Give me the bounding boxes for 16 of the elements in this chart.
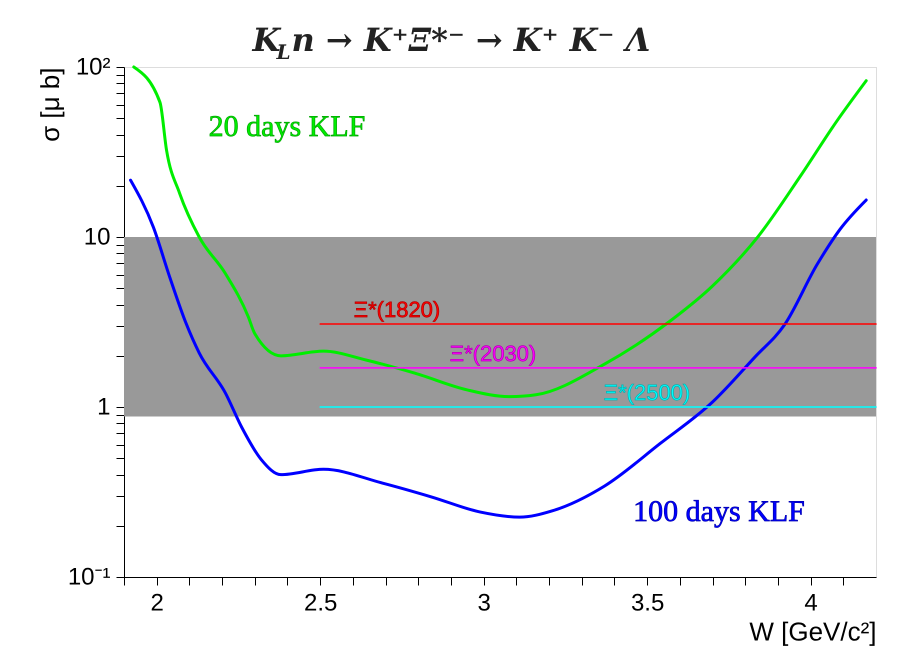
y-tick-label: 10² — [76, 54, 111, 80]
x-tick-label: 4 — [804, 590, 818, 616]
x-tick-label: 3.5 — [630, 590, 664, 616]
x-tick-label: 2.5 — [304, 590, 338, 616]
series-label: Ξ*(2030) — [450, 340, 536, 366]
x-axis-title: W [GeV/c²] — [749, 616, 876, 646]
series-label: 20 days KLF — [208, 110, 366, 143]
series-label: 100 days KLF — [633, 495, 805, 528]
series-label: Ξ*(1820) — [354, 296, 440, 322]
x-tick-label: 3 — [477, 590, 491, 616]
y-tick-label: 10 — [84, 224, 110, 250]
y-axis-title: σ [μ b] — [34, 68, 65, 142]
series-label: Ξ*(2500) — [604, 380, 690, 405]
y-tick-label: 10⁻¹ — [68, 564, 111, 590]
x-tick-label: 2 — [150, 590, 164, 616]
y-tick-label: 1 — [97, 394, 110, 420]
